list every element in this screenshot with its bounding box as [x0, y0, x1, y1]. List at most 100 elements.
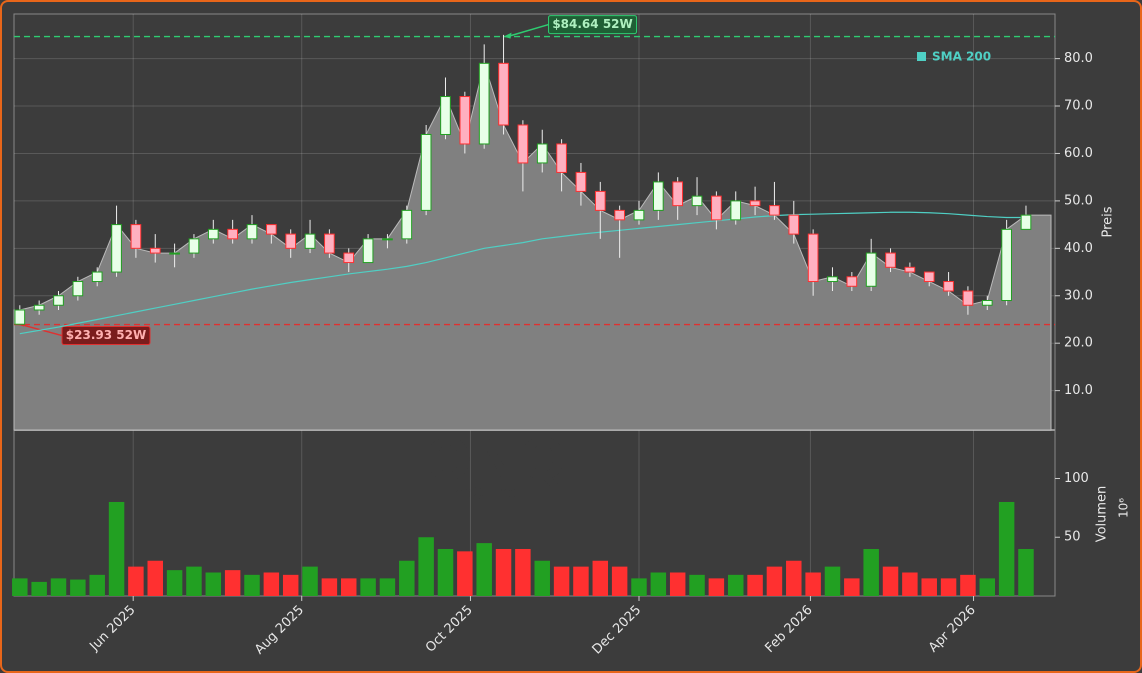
- candle-body: [188, 238, 200, 254]
- volume-bar: [224, 570, 241, 596]
- candle-body: [324, 233, 335, 254]
- volume-bar: [341, 578, 357, 596]
- candle-body: [575, 171, 587, 192]
- volume-bar: [940, 578, 957, 596]
- candle-body: [614, 209, 625, 221]
- volume-bar: [573, 566, 589, 596]
- candle-body: [788, 214, 800, 235]
- volume-bar: [786, 560, 802, 596]
- candle-body: [420, 133, 432, 211]
- volume-bar: [263, 572, 280, 596]
- candle-body: [401, 209, 413, 240]
- candle-body: [478, 62, 490, 145]
- candle-body: [227, 228, 238, 240]
- volume-bar: [805, 572, 821, 596]
- volume-bar: [108, 501, 125, 596]
- volume-bar: [882, 566, 899, 596]
- x-tick-label: Aug 2025: [252, 603, 307, 658]
- volume-bar: [457, 551, 473, 596]
- candle-body: [711, 195, 722, 221]
- volume-bar: [921, 578, 937, 596]
- volume-bar: [689, 574, 705, 596]
- candle-body: [169, 252, 180, 255]
- x-tick-label: Oct 2025: [423, 603, 476, 656]
- volume-bar: [727, 574, 744, 596]
- volume-bar: [282, 574, 299, 596]
- watermark: IONQ: [404, 428, 567, 493]
- candle-body: [769, 205, 780, 216]
- annotation-box: [548, 15, 638, 35]
- candle-body: [923, 271, 935, 283]
- volume-bar: [186, 566, 202, 596]
- volume-bar: [844, 578, 860, 596]
- candle-body: [14, 309, 26, 325]
- y-tick-label: 20.0: [1064, 336, 1093, 351]
- x-tick-label: Apr 2026: [926, 603, 979, 656]
- volume-bar: [379, 578, 396, 596]
- candle-body: [246, 224, 258, 240]
- volume-bar: [399, 560, 415, 596]
- candle-body: [343, 252, 355, 264]
- candle-body: [382, 238, 393, 241]
- watermark: IonQ, Inc.: [449, 484, 520, 502]
- volume-bar: [1018, 548, 1034, 596]
- x-tick-label: Dec 2025: [590, 603, 645, 658]
- candle-body: [1020, 214, 1032, 230]
- x-tick-label: Feb 2026: [763, 603, 816, 656]
- volume-bar: [534, 560, 550, 596]
- candle-body: [981, 300, 993, 306]
- y-tick-label: 60.0: [1064, 146, 1093, 161]
- candle-body: [633, 209, 645, 221]
- candle-body: [962, 290, 974, 306]
- candle-body: [904, 266, 916, 273]
- volume-bar: [205, 572, 222, 596]
- candle-body: [652, 181, 664, 211]
- volume-bar: [89, 574, 105, 596]
- y-tick-label: 50: [1064, 530, 1081, 545]
- candle-body: [865, 252, 877, 287]
- candle-body: [130, 224, 142, 249]
- candle-body: [536, 143, 548, 164]
- candle-body: [672, 181, 684, 207]
- y-tick-label: 80.0: [1064, 51, 1093, 66]
- y-axis-label: Volumen: [1095, 486, 1110, 543]
- volume-bar: [495, 548, 512, 596]
- volume-bar: [960, 574, 976, 596]
- volume-bar: [302, 566, 318, 596]
- volume-bar: [824, 566, 841, 596]
- volume-bar: [31, 581, 47, 596]
- candle-body: [440, 96, 451, 135]
- candle-body: [149, 247, 161, 254]
- candle-body: [730, 200, 742, 221]
- volume-bar: [360, 578, 376, 596]
- y-axis-label: Preis: [1101, 206, 1116, 237]
- y-tick-label: 70.0: [1064, 99, 1093, 114]
- volume-bar: [147, 560, 163, 596]
- volume-bar: [631, 578, 647, 596]
- candle-body: [304, 233, 316, 249]
- y-tick-label: 40.0: [1064, 241, 1093, 256]
- volume-bar: [321, 578, 338, 596]
- candle-body: [266, 224, 277, 235]
- candle-body: [53, 295, 64, 306]
- volume-bar: [650, 572, 667, 596]
- candle-body: [827, 276, 838, 283]
- candle-body: [943, 281, 954, 292]
- candle-body: [807, 233, 819, 283]
- volume-bar: [669, 572, 686, 596]
- candle-body: [498, 62, 509, 126]
- candle-body: [885, 252, 896, 268]
- volume-bar: [592, 560, 609, 596]
- volume-bar: [50, 578, 67, 596]
- volume-bar: [244, 574, 260, 596]
- sma-line: [19, 211, 1026, 335]
- legend-swatch: [917, 52, 926, 61]
- candle-body: [72, 281, 84, 297]
- volume-bar: [998, 501, 1015, 596]
- volume-bar: [166, 570, 183, 596]
- volume-bar: [553, 566, 570, 596]
- axis-scale: 10⁶: [1117, 498, 1131, 518]
- y-tick-label: 30.0: [1064, 288, 1093, 303]
- annotation-arrow: [507, 23, 549, 38]
